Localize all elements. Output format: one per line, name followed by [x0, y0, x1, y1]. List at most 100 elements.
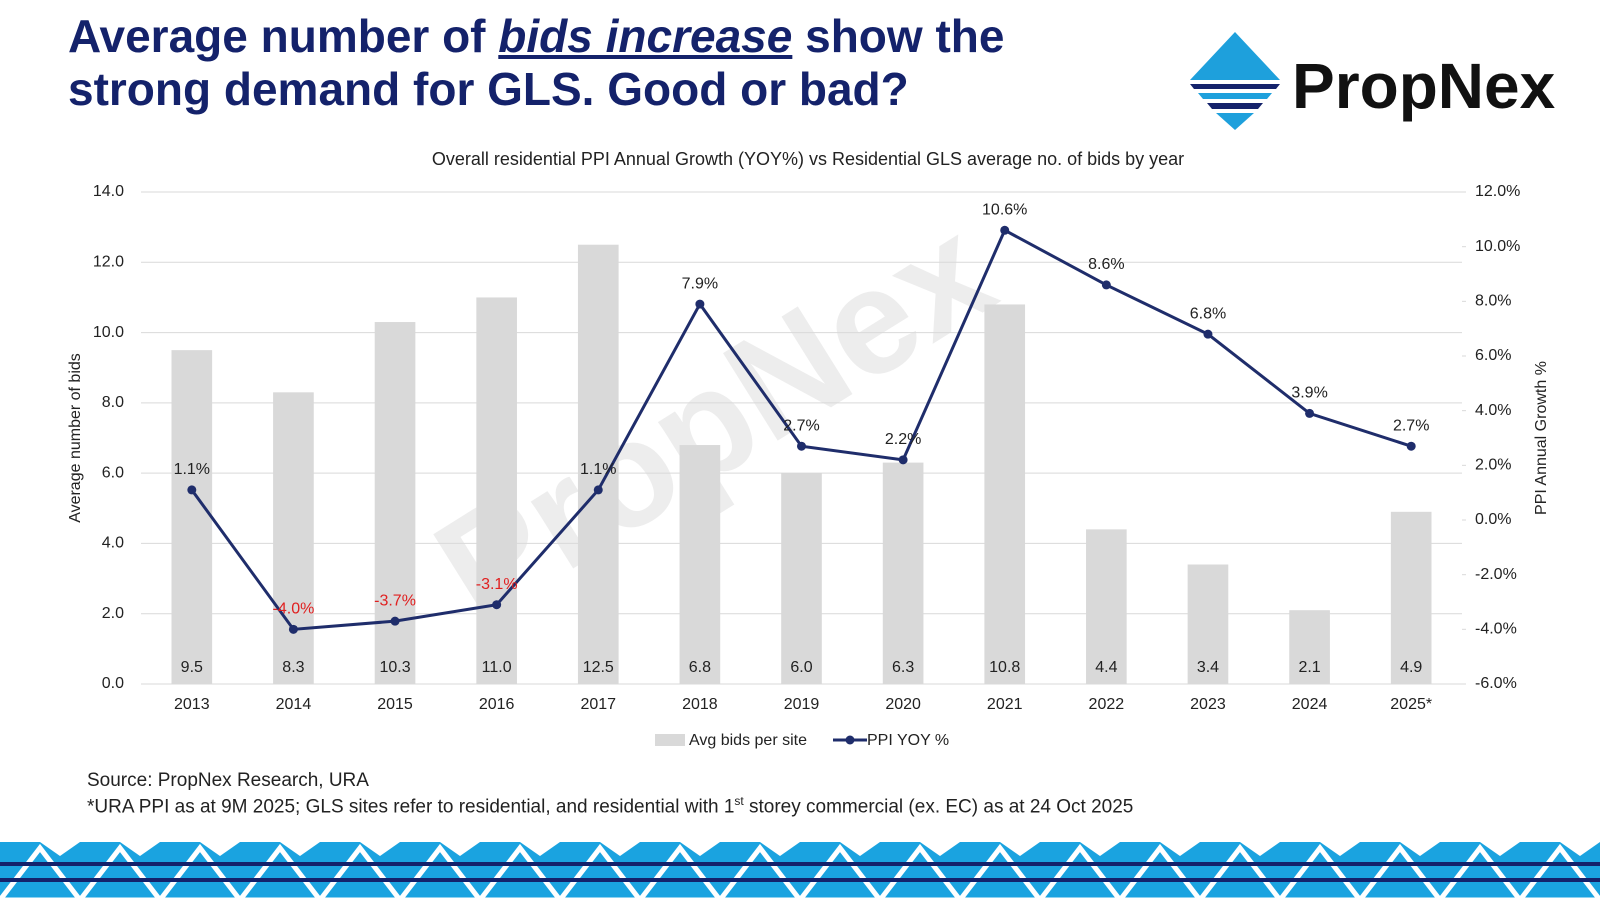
bar-value-label: 10.8 [989, 659, 1020, 676]
y2-tick-label: 6.0% [1475, 347, 1511, 364]
bar [1086, 529, 1127, 684]
y2-tick-label: -2.0% [1475, 566, 1517, 583]
line-value-label: 10.6% [982, 201, 1027, 218]
line-point [187, 485, 197, 495]
line-point [390, 616, 400, 626]
y2-tick-label: -6.0% [1475, 675, 1517, 692]
legend-label: PPI YOY % [867, 732, 949, 749]
y-tick-label: 14.0 [93, 183, 124, 200]
x-tick-label: 2025* [1390, 696, 1432, 713]
bar-value-label: 9.5 [181, 659, 203, 676]
line-value-label: 1.1% [174, 461, 210, 478]
bar [984, 304, 1026, 684]
x-tick-label: 2018 [682, 696, 718, 713]
logo-stripe [1190, 84, 1280, 89]
y2-tick-label: 10.0% [1475, 238, 1520, 255]
x-tick-label: 2017 [580, 696, 616, 713]
bar-value-label: 2.1 [1298, 659, 1320, 676]
legend-label: Avg bids per site [689, 732, 807, 749]
y2-tick-label: 12.0% [1475, 183, 1520, 200]
bar [476, 297, 517, 684]
bar-value-label: 3.4 [1197, 659, 1219, 676]
y2-tick-label: 0.0% [1475, 511, 1511, 528]
bar-value-label: 4.9 [1400, 659, 1422, 676]
line-point [797, 441, 806, 451]
x-tick-label: 2022 [1089, 696, 1125, 713]
legend-swatch [845, 735, 855, 745]
line-point [695, 299, 705, 309]
bar [374, 322, 416, 684]
bar [1289, 610, 1330, 684]
y-tick-label: 2.0 [102, 605, 124, 622]
line-value-label: -3.1% [476, 576, 518, 593]
logo-text: PropNex [1292, 50, 1556, 122]
logo-stripe [1207, 103, 1263, 109]
title-text: Average number of [68, 10, 499, 62]
bar-value-label: 4.4 [1095, 659, 1117, 676]
line-point [898, 455, 908, 465]
x-tick-label: 2021 [987, 696, 1023, 713]
y-tick-label: 12.0 [93, 254, 124, 271]
y2-axis-title: PPI Annual Growth % [1533, 361, 1550, 515]
y-tick-label: 10.0 [93, 324, 124, 341]
y2-tick-label: 2.0% [1475, 457, 1511, 474]
line-point [1406, 441, 1416, 451]
note-text: *URA PPI as at 9M 2025; GLS sites refer … [87, 796, 735, 818]
line-point [1305, 408, 1315, 418]
bar [1390, 511, 1432, 684]
y-tick-label: 0.0 [102, 675, 124, 692]
bar-value-label: 11.0 [482, 659, 512, 676]
bar [171, 350, 213, 684]
bar [781, 473, 822, 684]
bar-value-label: 6.8 [689, 659, 711, 676]
title-emphasis: bids increase [498, 10, 793, 62]
line-point [288, 624, 298, 634]
x-tick-label: 2016 [479, 696, 515, 713]
title-text: show the strong demand for GLS. Good or … [68, 10, 1005, 115]
x-tick-label: 2023 [1190, 696, 1226, 713]
line-value-label: 2.7% [783, 417, 819, 434]
y-axis-title: Average number of bids [67, 353, 84, 523]
x-tick-label: 2015 [377, 696, 413, 713]
logo-stripe [1216, 113, 1254, 130]
line-value-label: 2.7% [1393, 417, 1429, 434]
bar-value-label: 6.0 [790, 659, 812, 676]
logo: PropNex [1190, 32, 1556, 130]
line-point [1203, 329, 1213, 339]
line-point [1000, 225, 1010, 235]
bar [273, 392, 314, 684]
logo-stripe [1198, 93, 1272, 99]
bar-value-label: 8.3 [282, 659, 304, 676]
x-tick-label: 2013 [174, 696, 210, 713]
chart-title: Overall residential PPI Annual Growth (Y… [432, 149, 1184, 169]
legend-swatch [655, 734, 685, 746]
y2-tick-label: -4.0% [1475, 621, 1517, 638]
x-tick-label: 2020 [885, 696, 921, 713]
source: Source: PropNex Research, URA [87, 770, 369, 791]
slide-title: Average number of bids increase show the… [68, 10, 1158, 116]
note-sup: st [734, 794, 744, 808]
line-point [492, 600, 502, 610]
y2-tick-label: 4.0% [1475, 402, 1511, 419]
y-tick-label: 4.0 [102, 535, 124, 552]
note: *URA PPI as at 9M 2025; GLS sites refer … [87, 794, 1133, 818]
bar [679, 445, 721, 684]
bar-value-label: 6.3 [892, 659, 914, 676]
line-value-label: 7.9% [682, 275, 718, 292]
line-value-label: 2.2% [885, 431, 921, 448]
bar [1187, 564, 1229, 684]
x-tick-label: 2024 [1292, 696, 1328, 713]
footer-pattern [0, 842, 1600, 900]
bar-value-label: 10.3 [379, 659, 410, 676]
x-tick-label: 2019 [784, 696, 820, 713]
bar-value-label: 12.5 [583, 659, 614, 676]
x-tick-label: 2014 [276, 696, 312, 713]
line-point [1101, 280, 1111, 290]
logo-diamond-top [1190, 32, 1280, 80]
line-value-label: -4.0% [273, 601, 315, 618]
bar [882, 462, 924, 684]
line-value-label: 1.1% [580, 461, 616, 478]
line-value-label: -3.7% [374, 592, 416, 609]
